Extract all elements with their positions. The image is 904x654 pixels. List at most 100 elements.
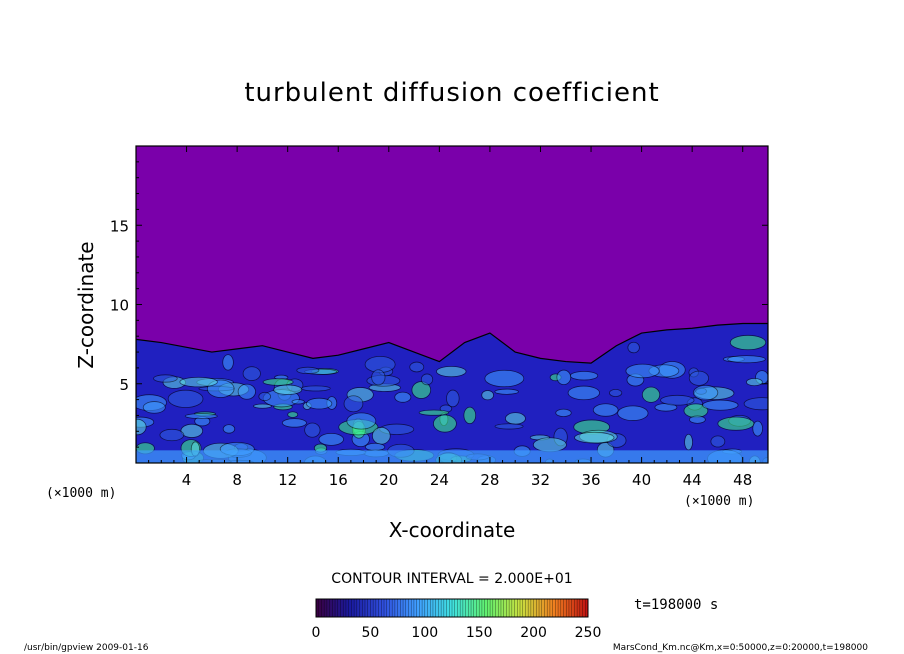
field-cell bbox=[592, 403, 619, 417]
field-cell bbox=[409, 361, 425, 373]
x-tick-label: 8 bbox=[232, 471, 242, 489]
field-cell bbox=[287, 411, 299, 418]
time-label: t=198000 s bbox=[634, 597, 718, 613]
field-cell bbox=[752, 420, 764, 437]
x-tick-label: 12 bbox=[278, 471, 297, 489]
field-cell bbox=[463, 406, 477, 425]
colorbar-tick-label: 0 bbox=[312, 625, 321, 641]
x-tick-label: 16 bbox=[329, 471, 348, 489]
field-cell bbox=[179, 376, 218, 388]
field-cell bbox=[153, 374, 178, 383]
field-cell bbox=[574, 431, 615, 444]
y-tick-label: 5 bbox=[119, 376, 129, 394]
field-cell bbox=[318, 432, 344, 446]
field-cell bbox=[692, 384, 719, 401]
field-cell bbox=[432, 414, 457, 433]
field-cell bbox=[625, 363, 660, 379]
field-cell bbox=[237, 383, 256, 400]
field-cell bbox=[684, 433, 694, 451]
colorbar-tick-label: 50 bbox=[361, 625, 379, 641]
field-cell bbox=[159, 428, 185, 442]
field-cell bbox=[258, 391, 272, 402]
field-cell bbox=[273, 384, 303, 395]
chart-title: turbulent diffusion coefficient bbox=[244, 78, 659, 108]
contour-interval-label: CONTOUR INTERVAL = 2.000E+01 bbox=[331, 571, 572, 587]
footer-right: MarsCond_Km.nc@Km,x=0:50000,z=0:20000,t=… bbox=[613, 643, 868, 653]
field-cell bbox=[371, 426, 391, 445]
field-cell bbox=[746, 377, 763, 387]
field-cell bbox=[717, 416, 755, 431]
x-tick-label: 28 bbox=[480, 471, 499, 489]
x-axis-label: X-coordinate bbox=[389, 518, 516, 542]
y-axis-label: Z-coordinate bbox=[74, 241, 98, 368]
field-cell bbox=[702, 399, 739, 411]
x-tick-label: 4 bbox=[182, 471, 192, 489]
field-cell bbox=[627, 341, 640, 354]
field-cell bbox=[688, 370, 710, 386]
x-unit-left: (×1000 m) bbox=[46, 486, 116, 501]
field-cell bbox=[222, 354, 234, 371]
x-tick-label: 32 bbox=[531, 471, 550, 489]
field-cell bbox=[346, 412, 377, 430]
field-cell bbox=[729, 334, 767, 351]
field-cell bbox=[306, 397, 333, 410]
field-cell bbox=[291, 399, 305, 405]
x-tick-label: 20 bbox=[379, 471, 398, 489]
field-cell bbox=[420, 373, 434, 386]
field-cell bbox=[253, 403, 272, 409]
field-cell bbox=[364, 442, 386, 452]
field-cell bbox=[304, 422, 321, 438]
field-cell bbox=[371, 369, 386, 386]
field-cell bbox=[660, 394, 695, 406]
y-axis-ticks: 5 10 15 bbox=[110, 161, 768, 448]
colorbar-tick-label: 250 bbox=[575, 625, 602, 641]
x-tick-label: 24 bbox=[430, 471, 449, 489]
field-cell bbox=[300, 385, 331, 392]
field-cell bbox=[242, 366, 261, 381]
x-unit-right: (×1000 m) bbox=[684, 494, 754, 509]
field-cell bbox=[743, 397, 768, 411]
field-cell bbox=[296, 366, 320, 375]
colorbar-tick-label: 100 bbox=[411, 625, 438, 641]
field-cell bbox=[710, 435, 726, 448]
field-cell bbox=[555, 408, 572, 417]
field-cell bbox=[481, 390, 495, 401]
surface-layer bbox=[136, 450, 768, 463]
y-tick-label: 10 bbox=[110, 297, 129, 315]
field-cell bbox=[494, 423, 524, 430]
colorbar-contour-lines bbox=[315, 599, 589, 617]
field-cell bbox=[411, 381, 432, 399]
field-cell bbox=[222, 424, 236, 434]
field-cell bbox=[617, 405, 649, 421]
field-cell bbox=[167, 389, 204, 408]
footer-left: /usr/bin/gpview 2009-01-16 bbox=[24, 643, 149, 653]
field-cell bbox=[556, 369, 572, 386]
field-cell bbox=[436, 365, 467, 378]
field-cell bbox=[343, 395, 364, 413]
field-cell bbox=[136, 418, 147, 436]
field-cell bbox=[532, 437, 567, 453]
x-tick-label: 44 bbox=[683, 471, 702, 489]
field-cell bbox=[569, 370, 599, 381]
x-axis-ticks: 4 8 12 16 20 24 28 32 36 40 44 48 bbox=[148, 146, 756, 489]
field-cell bbox=[418, 409, 450, 416]
field-cell bbox=[609, 388, 623, 397]
field-cell bbox=[262, 378, 294, 386]
colorbar-tick-label: 150 bbox=[466, 625, 493, 641]
field-cell bbox=[689, 415, 706, 424]
field-cell bbox=[567, 385, 601, 401]
field-cell bbox=[484, 369, 525, 388]
y-tick-label: 15 bbox=[110, 217, 129, 235]
colorbar-tick-label: 200 bbox=[520, 625, 547, 641]
x-tick-label: 36 bbox=[581, 471, 600, 489]
heatmap-field bbox=[136, 322, 768, 463]
field-cell bbox=[446, 389, 460, 408]
field-cell bbox=[727, 355, 766, 364]
field-cell bbox=[184, 413, 218, 419]
field-cell bbox=[142, 401, 166, 414]
x-tick-label: 48 bbox=[733, 471, 752, 489]
field-cell bbox=[394, 391, 412, 403]
colorbar-ticks: 0 50 100 150 200 250 bbox=[312, 625, 602, 641]
